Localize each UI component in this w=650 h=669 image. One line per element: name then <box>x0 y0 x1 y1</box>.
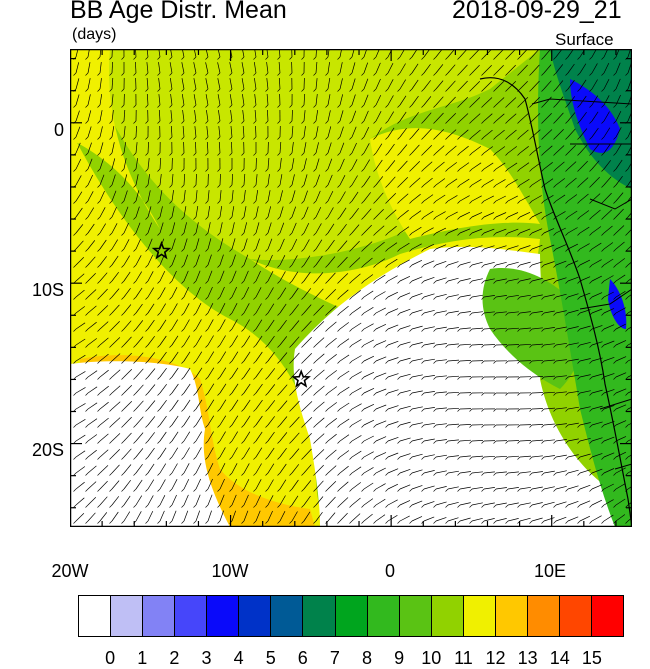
colorbar-tick-label: 7 <box>320 648 350 669</box>
wind-barb <box>220 174 221 185</box>
units-label: (days) <box>72 26 116 44</box>
wind-barb <box>256 126 257 137</box>
colorbar-tick-label: 2 <box>159 648 189 669</box>
colorbar-swatch <box>239 596 271 636</box>
lat-label-0: 0 <box>14 120 64 141</box>
colorbar-swatch <box>271 596 303 636</box>
map-plot <box>70 49 632 527</box>
colorbar-swatch <box>79 596 111 636</box>
colorbar-tick-label: 11 <box>448 648 478 669</box>
lon-label-10w: 10W <box>200 561 260 582</box>
colorbar-tick-label: 13 <box>513 648 543 669</box>
colorbar-swatch <box>432 596 464 636</box>
colorbar-swatch <box>207 596 239 636</box>
colorbar-swatch <box>336 596 368 636</box>
colorbar-tick-label: 0 <box>95 648 125 669</box>
wind-barb <box>196 174 197 185</box>
colorbar-swatch <box>400 596 432 636</box>
colorbar-swatch <box>592 596 623 636</box>
colorbar-tick-label: 12 <box>481 648 511 669</box>
colorbar-tick-label: 15 <box>577 648 607 669</box>
colorbar-tick-label: 5 <box>256 648 286 669</box>
lat-label-20s: 20S <box>14 440 64 461</box>
colorbar-swatch <box>111 596 143 636</box>
colorbar-swatch <box>528 596 560 636</box>
wind-barb <box>532 393 543 394</box>
colorbar-tick-label: 1 <box>127 648 157 669</box>
colorbar-swatch <box>560 596 592 636</box>
colorbar-tick-label: 14 <box>545 648 575 669</box>
wind-barb <box>292 110 293 121</box>
colorbar-swatch <box>496 596 528 636</box>
colorbar-tick-label: 9 <box>384 648 414 669</box>
colorbar-swatch <box>368 596 400 636</box>
wind-barb <box>532 377 543 378</box>
lat-label-10s: 10S <box>14 280 64 301</box>
colorbar-tick-label: 10 <box>416 648 446 669</box>
colorbar <box>78 595 624 637</box>
colorbar-tick-label: 6 <box>288 648 318 669</box>
lon-label-20w: 20W <box>40 561 100 582</box>
colorbar-tick-label: 4 <box>224 648 254 669</box>
colorbar-swatch <box>464 596 496 636</box>
lon-label-10e: 10E <box>520 561 580 582</box>
wind-barb <box>532 409 543 410</box>
wind-barb <box>484 345 495 346</box>
colorbar-tick-label: 8 <box>352 648 382 669</box>
wind-barb <box>256 158 257 169</box>
colorbar-swatch <box>303 596 335 636</box>
wind-barb <box>508 345 519 346</box>
colorbar-swatch <box>143 596 175 636</box>
colorbar-swatch <box>175 596 207 636</box>
level-label: Surface <box>555 30 614 50</box>
wind-barb <box>508 441 519 442</box>
map-panel <box>70 49 632 527</box>
colorbar-tick-label: 3 <box>191 648 221 669</box>
lon-label-0: 0 <box>360 561 420 582</box>
datetime-label: 2018-09-29_21 <box>452 0 622 25</box>
map-title: BB Age Distr. Mean <box>70 0 287 25</box>
